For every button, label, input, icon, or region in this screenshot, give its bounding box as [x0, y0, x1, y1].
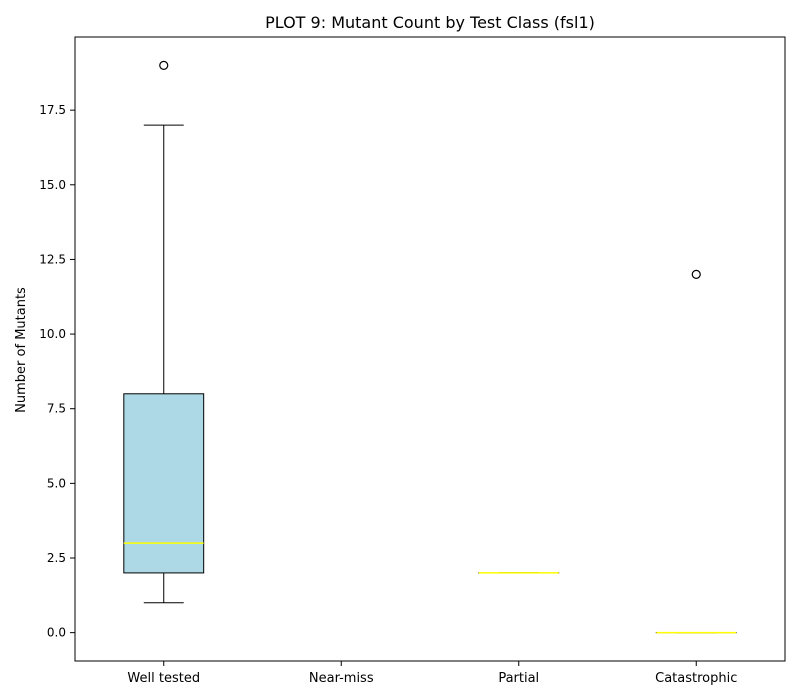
- y-tick-label: 12.5: [39, 252, 66, 266]
- plot-area: 0.0 2.5 5.0 7.5 10.0 12.5 15.0 17.5 Well tested N…: [39, 60, 737, 686]
- y-tick-label: 7.5: [47, 402, 66, 416]
- x-tick-label: Partial: [498, 671, 539, 686]
- x-tick-label: Near-miss: [309, 671, 374, 686]
- plot-frame: [74, 36, 786, 662]
- x-tick-label: Well tested: [127, 671, 200, 686]
- y-tick-label: 5.0: [47, 476, 66, 490]
- outlier-point: [159, 60, 169, 70]
- y-tick-label: 17.5: [39, 103, 66, 117]
- y-tick-label: 2.5: [47, 551, 66, 565]
- x-tick-label: Catastrophic: [655, 671, 737, 686]
- y-tick-label: 10.0: [39, 327, 66, 341]
- y-axis-label: Number of Mutants: [14, 287, 29, 413]
- chart-title: PLOT 9: Mutant Count by Test Class (fsl1…: [265, 13, 595, 32]
- box: [123, 393, 205, 574]
- y-tick-label: 15.0: [39, 178, 66, 192]
- y-tick-label: 0.0: [47, 626, 66, 640]
- outlier-point: [691, 269, 701, 279]
